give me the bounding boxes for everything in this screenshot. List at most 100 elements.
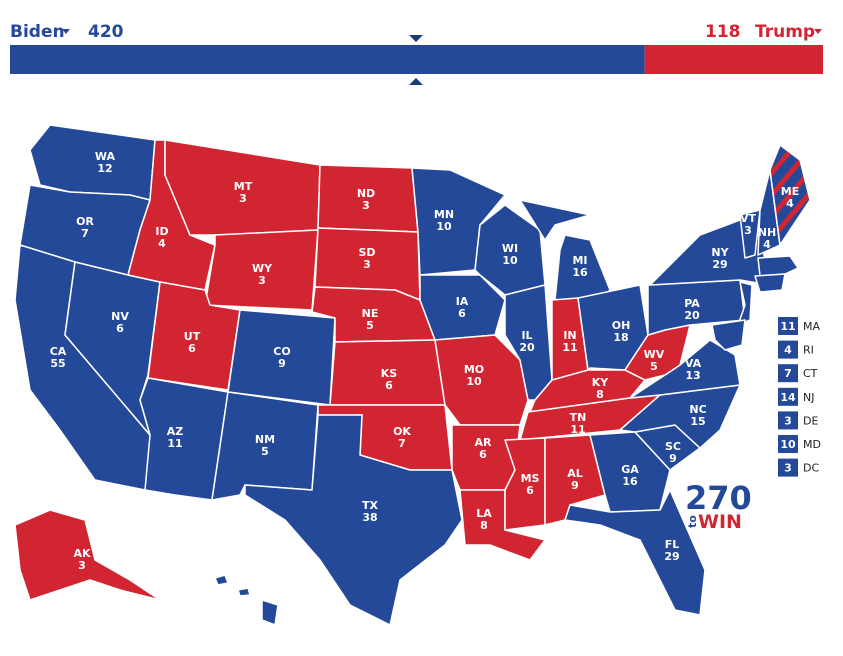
state-abbr: NH [758,226,776,239]
logo-win: WIN [698,511,742,533]
state-votes: 4 [763,238,771,251]
small-state-box[interactable] [778,435,798,453]
bar-left [10,45,645,74]
state-votes: 3 [362,199,370,212]
state-shape[interactable] [244,414,463,626]
state-abbr: KY [592,376,610,389]
candidate-right[interactable]: Trump [755,22,815,42]
state-votes: 20 [684,309,700,322]
state-abbr: MT [234,180,253,193]
state-votes: 9 [278,357,286,370]
small-state-votes: 4 [784,344,792,357]
state-abbr: IN [563,329,576,342]
state-abbr: CO [273,345,290,358]
dropdown-arrow[interactable] [62,29,70,34]
state-votes: 8 [596,388,604,401]
state-votes: 29 [712,258,727,271]
state-abbr: IL [521,329,532,342]
me-split [769,144,811,246]
state-shape[interactable] [14,509,161,601]
state-votes: 16 [572,266,588,279]
state-abbr: IA [456,295,469,308]
dropdown-arrow[interactable] [814,29,822,34]
votes-left: 420 [88,22,124,42]
state-abbr: UT [184,330,201,343]
state-abbr: MI [572,254,587,267]
state-shape[interactable] [504,284,553,401]
state-votes: 20 [519,341,535,354]
state-votes: 5 [366,319,374,332]
state-votes: 11 [167,437,182,450]
states [14,124,811,626]
state-abbr: NV [111,310,129,323]
state-shape[interactable] [204,229,319,311]
state-votes: 8 [480,519,488,532]
state-abbr: OR [76,215,94,228]
state-abbr: PA [684,297,700,310]
small-state-box[interactable] [778,458,798,477]
state-abbr: GA [621,463,639,476]
state-labels: WA12OR7CA55NV6ID4MT3WY3UT6AZ11CO9NM5ND3S… [50,150,800,625]
state-votes: 3 [363,258,371,271]
small-state-box[interactable] [778,364,798,383]
state-abbr: KS [381,367,398,380]
state-split-shape[interactable] [769,144,811,246]
state-shape[interactable] [739,209,761,259]
vote-bar [10,45,823,74]
state-votes: 10 [436,220,452,233]
small-state-votes: 3 [784,462,792,475]
state-abbr: TX [362,499,379,512]
state-votes: 5 [650,360,658,373]
state-shape[interactable] [434,334,529,426]
state-votes: 4 [786,197,794,210]
state-votes: 6 [526,484,534,497]
state-votes: 6 [458,307,466,320]
state-abbr: HI [243,600,256,613]
state-votes: 11 [570,423,585,436]
bar-right [644,45,823,74]
state-votes: 18 [613,331,628,344]
state-shape[interactable] [757,255,799,277]
small-state-abbr: MA [803,320,820,333]
state-shape[interactable] [754,273,786,293]
small-state-box[interactable] [778,411,798,430]
state-abbr: WI [502,242,518,255]
state-votes: 6 [479,448,487,461]
state-abbr: ID [155,225,168,238]
small-state-votes: 7 [784,367,792,380]
state-votes: 9 [669,452,677,465]
small-state-abbr: DE [803,414,818,427]
state-shape[interactable] [214,574,279,626]
small-state-abbr: CT [803,367,818,380]
small-state-abbr: NJ [803,391,814,404]
state-votes: 4 [158,237,166,250]
state-shape[interactable] [711,319,746,351]
state-votes: 55 [50,357,65,370]
small-state-votes: 11 [780,320,795,333]
small-state-box[interactable] [778,317,798,335]
logo-number: 270 [685,479,752,517]
state-abbr: MO [464,363,484,376]
small-state-box[interactable] [778,340,798,359]
state-shape[interactable] [564,489,706,616]
logo: 270 to WIN [685,479,752,533]
state-abbr: ME [781,185,799,198]
state-abbr: AR [475,436,493,449]
state-abbr: NY [711,246,729,259]
state-votes: 12 [97,162,112,175]
small-state-votes: 14 [780,391,796,404]
state-votes: 29 [664,550,679,563]
state-votes: 3 [258,274,266,287]
candidate-left[interactable]: Biden [10,22,65,42]
state-votes: 16 [622,475,638,488]
state-votes: 10 [466,375,482,388]
state-votes: 4 [246,612,254,625]
small-state-box[interactable] [778,387,798,406]
state-votes: 7 [81,227,89,240]
state-votes: 6 [188,342,196,355]
small-state-shapes [711,255,799,351]
state-abbr: LA [476,507,492,520]
state-abbr: MS [521,472,540,485]
state-abbr: VT [740,212,757,225]
